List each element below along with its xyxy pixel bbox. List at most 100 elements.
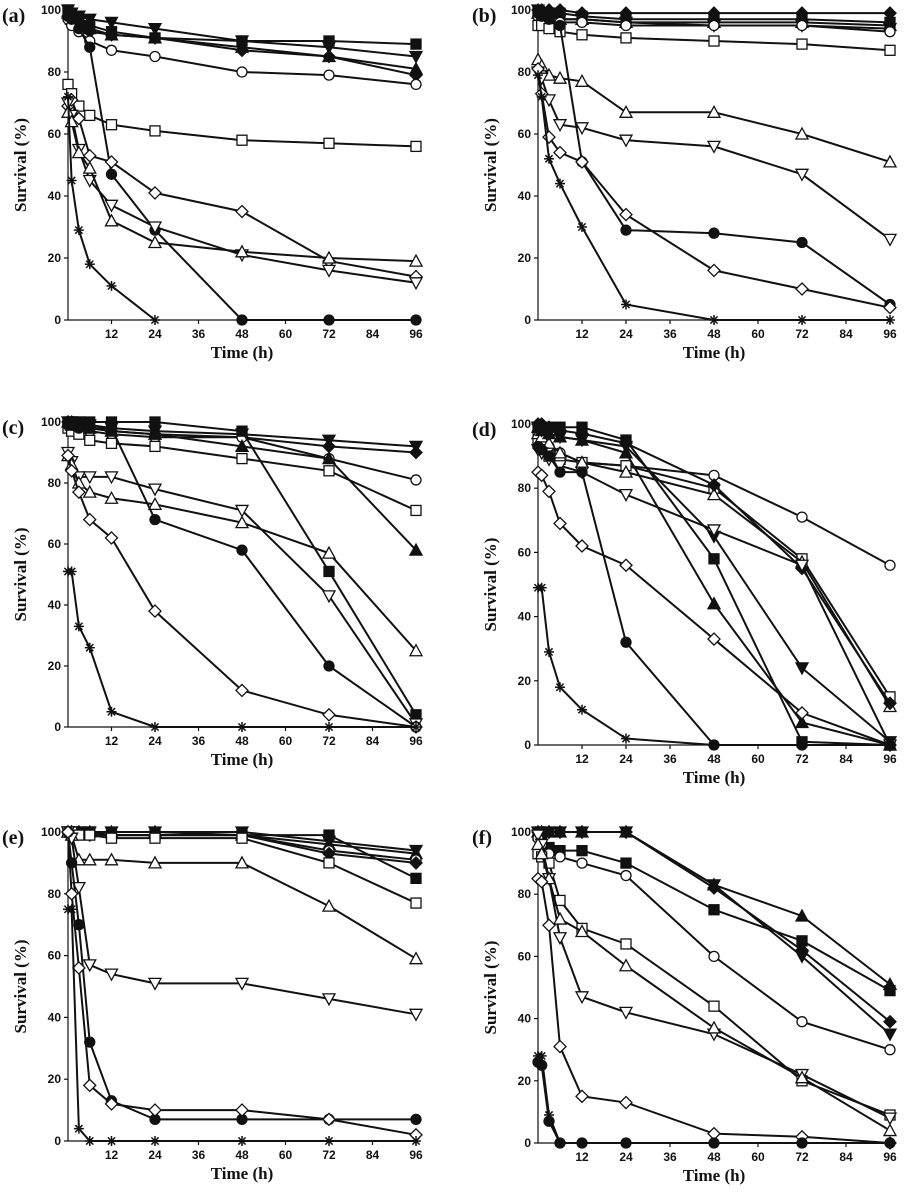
series-asterisk — [533, 582, 895, 750]
y-tick-label: 80 — [518, 65, 532, 79]
panel-label: (b) — [472, 5, 496, 27]
series-triangle-down-open — [530, 829, 898, 1126]
data-point-diamond-marker — [542, 918, 556, 933]
x-tick-label: 84 — [366, 1148, 380, 1162]
data-point-square-marker — [323, 857, 335, 869]
x-tick-label: 96 — [409, 327, 423, 341]
data-point-asterisk-marker — [84, 259, 95, 270]
data-point-triangle-up-marker — [104, 852, 119, 866]
data-point-circle-marker — [554, 466, 566, 478]
y-tick-label: 60 — [518, 949, 532, 963]
data-point-diamond-marker — [71, 961, 86, 975]
data-point-diamond-marker — [104, 530, 119, 545]
data-point-triangle-up-marker — [408, 643, 424, 657]
x-tick-label: 48 — [235, 1148, 249, 1162]
series-diamond-open — [531, 61, 897, 315]
data-point-triangle-up-marker — [706, 1020, 722, 1034]
data-point-circle-marker — [708, 1137, 720, 1149]
data-point-diamond-marker — [322, 1112, 336, 1127]
data-point-asterisk-marker — [577, 222, 587, 232]
data-point-circle-marker — [576, 857, 588, 869]
series-circle-filled — [532, 1056, 896, 1149]
series-line — [538, 831, 891, 1023]
data-point-diamond-marker — [61, 448, 75, 463]
data-point-square-marker — [410, 504, 422, 517]
x-axis-title: Time (h) — [211, 1164, 274, 1183]
x-tick-label: 84 — [839, 327, 853, 341]
data-point-diamond-marker — [575, 539, 589, 553]
data-point-diamond-marker — [707, 263, 721, 278]
x-tick-label: 72 — [322, 327, 336, 341]
x-tick-label: 24 — [148, 1148, 162, 1162]
data-point-circle-marker — [708, 19, 720, 32]
data-point-asterisk-marker — [237, 722, 247, 732]
x-tick-label: 60 — [751, 1150, 765, 1164]
data-point-triangle-down-marker — [552, 119, 568, 133]
data-point-square-marker — [323, 829, 335, 841]
data-point-diamond-marker — [534, 874, 549, 889]
y-axis-title: Survival (%) — [481, 538, 500, 632]
data-point-triangle-down-marker — [147, 221, 163, 235]
data-point-asterisk-marker — [66, 175, 77, 186]
data-point-asterisk-marker — [106, 1136, 117, 1146]
data-point-triangle-up-marker — [706, 596, 722, 610]
data-point-square-marker — [149, 416, 161, 428]
data-point-square-marker — [620, 434, 632, 446]
data-point-asterisk-marker — [84, 1136, 95, 1146]
data-point-square-marker — [149, 125, 161, 137]
data-point-square-marker — [323, 137, 335, 149]
data-point-triangle-down-marker — [82, 471, 97, 485]
data-point-triangle-down-marker — [552, 932, 568, 946]
data-point-triangle-up-marker — [552, 429, 568, 443]
data-point-diamond-marker — [795, 705, 809, 720]
data-point-diamond-marker — [619, 558, 633, 573]
data-point-triangle-down-marker — [147, 483, 163, 497]
y-tick-label: 20 — [518, 674, 532, 688]
data-point-asterisk-marker — [621, 299, 631, 310]
data-point-square-marker — [620, 938, 632, 950]
series-line — [537, 71, 891, 241]
data-point-diamond-marker — [82, 148, 97, 163]
x-tick-label: 96 — [883, 1150, 897, 1164]
data-point-triangle-up-marker — [534, 846, 549, 860]
data-point-circle-marker — [410, 314, 422, 326]
data-point-diamond-marker — [575, 154, 589, 169]
data-point-triangle-down-marker — [882, 233, 898, 247]
panel-f: 0 20 40 60 80 100 12 24 36 48 60 72 84 96 (f) Time (h) S… — [472, 824, 898, 1185]
data-point-triangle-down-marker — [408, 277, 424, 291]
series-line — [67, 831, 417, 960]
data-point-asterisk-marker — [621, 733, 631, 744]
series-square-open — [62, 78, 422, 153]
data-point-square-marker — [708, 35, 720, 47]
data-point-square-marker — [149, 832, 161, 844]
data-point-circle-marker — [884, 26, 896, 38]
data-point-circle-marker — [576, 466, 588, 478]
data-point-triangle-up-marker — [82, 160, 97, 174]
x-tick-label: 72 — [795, 327, 809, 341]
data-point-square-marker — [543, 22, 555, 35]
data-point-asterisk-marker — [150, 1136, 160, 1146]
series-square-open — [62, 422, 422, 517]
data-point-triangle-down-marker — [882, 1028, 898, 1042]
series-triangle-up-open — [60, 104, 424, 267]
data-point-square-marker — [323, 465, 335, 477]
data-point-diamond-marker — [235, 683, 249, 698]
y-tick-label: 40 — [48, 598, 62, 612]
y-tick-label: 100 — [511, 417, 531, 431]
data-point-triangle-up-marker — [794, 1070, 810, 1084]
x-tick-label: 60 — [751, 752, 765, 766]
data-point-triangle-up-marker — [882, 154, 898, 168]
data-point-triangle-up-marker — [574, 432, 590, 446]
data-point-square-marker — [236, 425, 248, 437]
y-tick-label: 0 — [54, 1134, 61, 1148]
x-tick-label: 72 — [322, 1148, 336, 1162]
data-point-circle-marker — [620, 19, 632, 32]
series-line — [68, 424, 417, 728]
data-point-triangle-up-marker — [82, 484, 97, 498]
data-point-circle-marker — [554, 1137, 566, 1149]
data-point-circle-marker — [620, 1137, 632, 1149]
data-point-asterisk-marker — [411, 722, 421, 732]
data-point-circle-marker — [796, 236, 808, 249]
data-point-asterisk-marker — [66, 566, 77, 577]
data-point-circle-marker — [105, 168, 118, 180]
